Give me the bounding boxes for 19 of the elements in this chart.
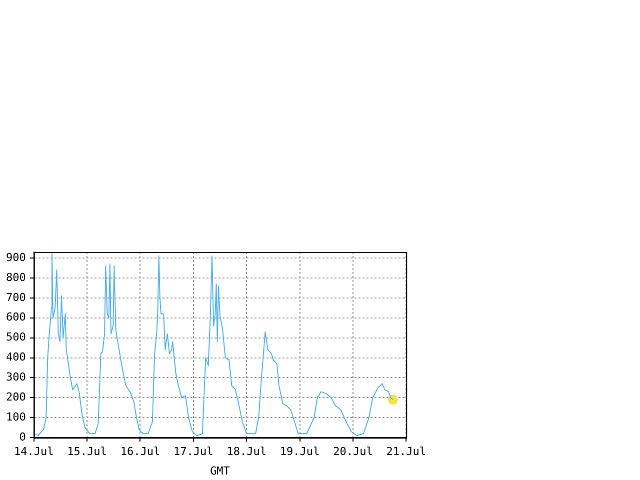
y-tick-label: 800: [6, 270, 26, 284]
y-tick-label: 700: [6, 290, 26, 304]
y-tick-label: 600: [6, 310, 26, 324]
x-tick-label: 16.Jul: [120, 445, 160, 458]
x-tick-label: 14.Jul: [14, 445, 54, 458]
y-tick-label: 100: [6, 410, 26, 424]
x-tick-label: 20.Jul: [333, 445, 373, 458]
y-tick-label: 400: [6, 350, 26, 364]
x-tick-label: 15.Jul: [67, 445, 107, 458]
x-tick-label: 21.Jul: [386, 445, 426, 458]
y-tick-label: 900: [6, 250, 26, 264]
y-tick-label: 300: [6, 370, 26, 384]
x-tick-label: 17.Jul: [174, 445, 214, 458]
y-tick-label: 500: [6, 330, 26, 344]
y-tick-label: 200: [6, 390, 26, 404]
y-tick-label: 0: [19, 430, 26, 444]
x-axis-title: GMT: [210, 464, 230, 478]
x-tick-label: 18.Jul: [226, 445, 266, 458]
x-tick-label: 19.Jul: [280, 445, 320, 458]
